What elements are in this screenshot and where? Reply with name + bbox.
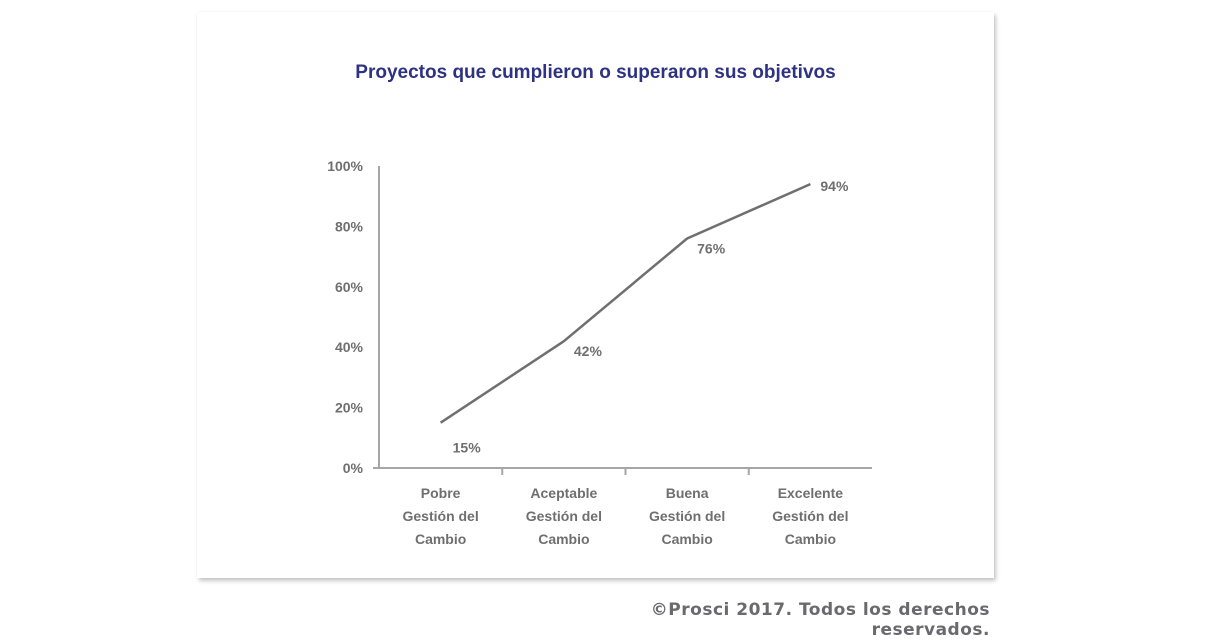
y-tick-label: 40%: [335, 339, 364, 355]
category-label-line: Excelente: [778, 485, 844, 501]
category-label-line: Gestión del: [772, 508, 848, 524]
category-label-line: Cambio: [785, 531, 836, 547]
category-label-line: Gestión del: [649, 508, 725, 524]
series: [439, 182, 811, 424]
data-label: 94%: [820, 178, 849, 194]
category-label-line: Cambio: [661, 531, 712, 547]
y-tick-label: 100%: [327, 158, 363, 174]
category-label: Buena Gestión del Cambio: [649, 485, 725, 547]
axes: [373, 166, 872, 475]
category-label: Pobre Gestión del Cambio: [403, 485, 479, 547]
data-label: 76%: [697, 240, 726, 256]
chart-card: [197, 12, 994, 578]
category-label-line: Gestión del: [526, 508, 602, 524]
chart-title: Proyectos que cumplieron o superaron sus…: [355, 62, 836, 83]
series-line: [439, 182, 811, 424]
category-label-line: Gestión del: [403, 508, 479, 524]
y-tick-labels: 0% 20% 40% 60% 80% 100%: [327, 158, 363, 476]
category-label-line: Aceptable: [530, 485, 597, 501]
category-label-line: Pobre: [421, 485, 461, 501]
category-label-line: Buena: [666, 485, 709, 501]
data-label: 15%: [453, 440, 482, 456]
category-label-line: Cambio: [538, 531, 589, 547]
y-tick-label: 60%: [335, 279, 364, 295]
copyright-footer: ©Prosci 2017. Todos los derechos reserva…: [650, 600, 990, 640]
category-label-line: Cambio: [415, 531, 466, 547]
data-labels: 15% 42% 76% 94%: [453, 178, 849, 456]
y-tick-label: 80%: [335, 218, 364, 234]
category-label: Excelente Gestión del Cambio: [772, 485, 848, 547]
category-label: Aceptable Gestión del Cambio: [526, 485, 602, 547]
y-tick-label: 0%: [343, 460, 364, 476]
y-tick-label: 20%: [335, 400, 364, 416]
category-labels: Pobre Gestión del Cambio Aceptable Gestión d…: [403, 485, 849, 547]
data-label: 42%: [574, 343, 603, 359]
